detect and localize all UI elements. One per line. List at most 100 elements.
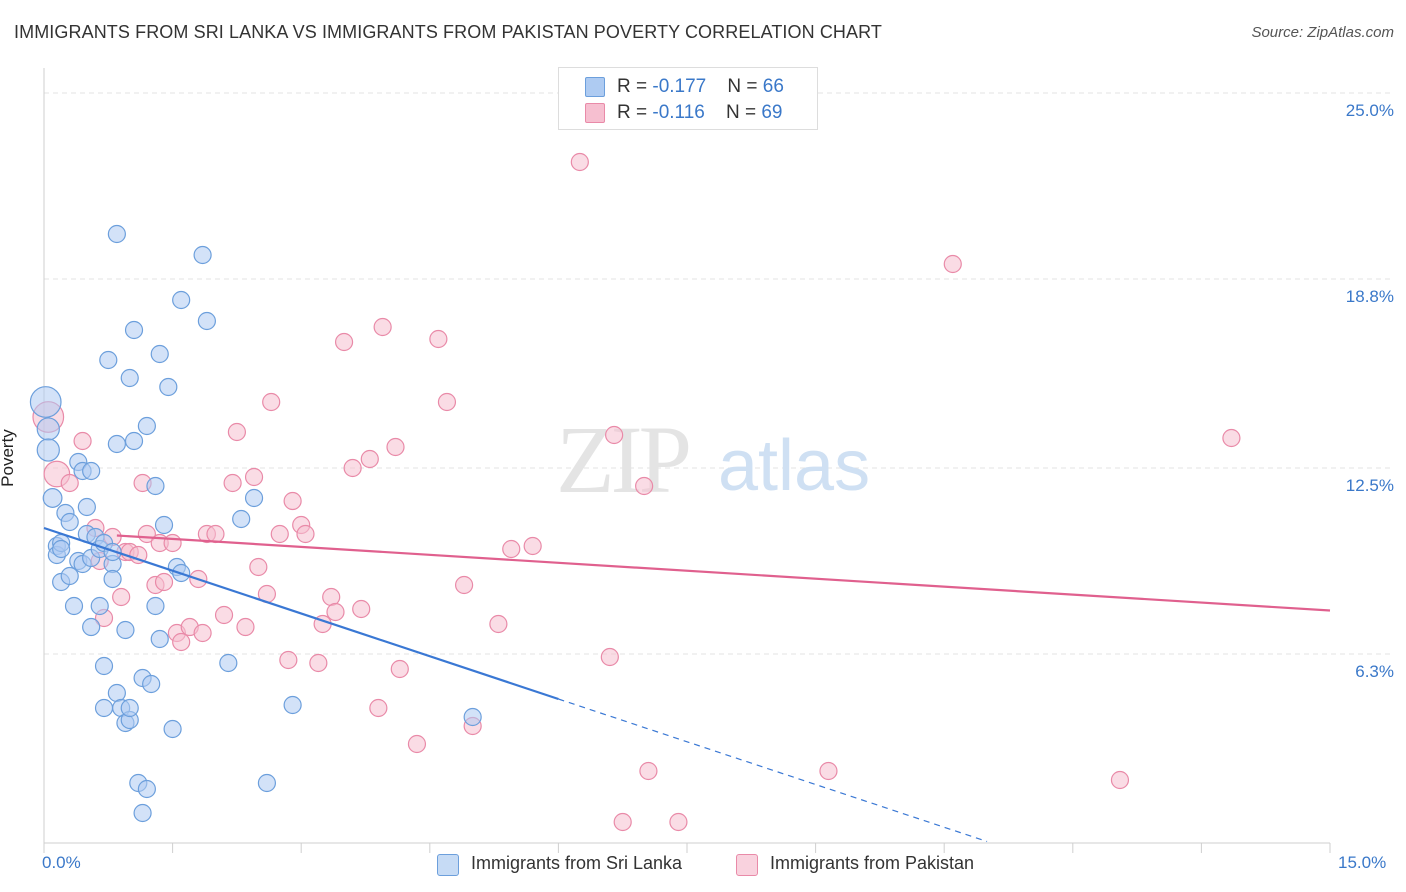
grid-lines xyxy=(44,92,1392,655)
y-tick-label-2: 18.8% xyxy=(1345,287,1394,306)
sri-lanka-point-17 xyxy=(77,497,96,517)
sri-lanka-trend-line xyxy=(43,526,559,701)
pakistan-point-59 xyxy=(600,647,619,667)
pakistan-point-61 xyxy=(613,812,632,832)
sri-lanka-point-33 xyxy=(107,683,126,703)
pakistan-point-41 xyxy=(326,602,345,622)
watermark: ZIP atlas xyxy=(556,406,870,513)
legend-label-pakistan: Immigrants from Pakistan xyxy=(770,853,975,873)
pakistan-point-16 xyxy=(154,572,174,592)
pakistan-point-37 xyxy=(296,524,315,544)
sri-lanka-point-51 xyxy=(150,344,169,364)
legend-label-sri-lanka: Immigrants from Sri Lanka xyxy=(471,853,683,873)
sri-lanka-point-12 xyxy=(64,596,84,616)
pakistan-point-44 xyxy=(352,599,371,619)
sri-lanka-point-41 xyxy=(124,320,144,340)
pakistan-point-58 xyxy=(570,152,589,172)
sri-lanka-point-45 xyxy=(137,779,156,799)
pakistan-point-34 xyxy=(279,650,298,670)
sri-lanka-point-28 xyxy=(99,350,118,370)
legend-swatch-sri-lanka xyxy=(585,77,605,97)
chart-title: IMMIGRANTS FROM SRI LANKA VS IMMIGRANTS … xyxy=(14,22,883,42)
sri-lanka-point-57 xyxy=(172,290,191,310)
sri-lanka-point-32 xyxy=(107,434,126,454)
pakistan-point-27 xyxy=(227,422,246,442)
correlation-legend: R = -0.177 N = 66 R = -0.116 N = 69 xyxy=(558,67,818,130)
r-label: R = xyxy=(617,76,653,97)
sri-lanka-point-65 xyxy=(463,707,482,727)
sri-lanka-point-53 xyxy=(159,377,178,397)
pakistan-trend-line xyxy=(116,534,1331,612)
pakistan-point-63 xyxy=(639,761,658,781)
n-value-sri-lanka: 66 xyxy=(762,76,784,97)
y-tick-label-1: 12.5% xyxy=(1345,476,1394,495)
sri-lanka-point-23 xyxy=(90,596,109,616)
pakistan-point-17 xyxy=(163,533,182,553)
legend-swatch-pakistan xyxy=(585,103,605,123)
pakistan-point-33 xyxy=(270,524,289,544)
sri-lanka-point-27 xyxy=(94,698,114,718)
sri-lanka-point-10 xyxy=(60,566,79,586)
y-tick-label-0: 6.3% xyxy=(1355,662,1394,681)
pakistan-point-8 xyxy=(112,587,131,607)
pakistan-point-19 xyxy=(172,632,191,652)
sri-lanka-point-47 xyxy=(142,674,161,694)
pakistan-point-11 xyxy=(129,545,148,565)
sri-lanka-point-58 xyxy=(193,245,212,265)
pakistan-point-62 xyxy=(635,476,654,496)
r-value-sri-lanka: -0.177 xyxy=(652,76,707,97)
pakistan-point-35 xyxy=(283,491,302,511)
pakistan-point-40 xyxy=(322,587,341,607)
sri-lanka-point-35 xyxy=(116,620,135,640)
sri-lanka-point-20 xyxy=(82,461,101,481)
pakistan-point-43 xyxy=(343,458,362,478)
pakistan-point-2 xyxy=(60,473,79,493)
source-credit: Source: ZipAtlas.com xyxy=(1251,24,1394,41)
sri-lanka-point-54 xyxy=(163,719,182,739)
pakistan-point-49 xyxy=(390,659,409,679)
n-value-pakistan: 69 xyxy=(761,102,783,123)
pakistan-point-47 xyxy=(373,317,392,337)
pakistan-point-64 xyxy=(669,812,688,832)
sri-lanka-point-7 xyxy=(52,539,71,559)
pakistan-point-42 xyxy=(334,332,354,352)
pakistan-point-65 xyxy=(819,761,838,781)
pakistan-point-38 xyxy=(309,653,328,673)
watermark-zip: ZIP xyxy=(556,406,689,513)
pakistan-point-30 xyxy=(249,557,268,577)
pakistan-point-66 xyxy=(943,254,962,274)
sri-lanka-point-1 xyxy=(36,417,60,441)
r-value-pakistan: -0.116 xyxy=(652,102,705,123)
sri-lanka-point-39 xyxy=(120,368,139,388)
sri-lanka-point-31 xyxy=(103,569,122,589)
y-tick-label-3: 25.0% xyxy=(1345,101,1394,120)
y-axis-label: Poverty xyxy=(0,429,17,487)
watermark-atlas: atlas xyxy=(718,426,870,506)
pakistan-point-53 xyxy=(454,575,474,595)
sri-lanka-point-11 xyxy=(60,512,79,532)
legend-swatch-sri-lanka xyxy=(437,854,459,876)
sri-lanka-point-52 xyxy=(154,515,174,535)
sri-lanka-point-21 xyxy=(82,617,101,637)
sri-lanka-point-3 xyxy=(42,488,63,508)
pakistan-point-28 xyxy=(236,617,255,637)
pakistan-point-48 xyxy=(386,437,405,457)
sri-lanka-point-61 xyxy=(232,509,251,529)
pakistan-point-67 xyxy=(1110,770,1130,790)
legend-text-pakistan: R = -0.116 N = 69 xyxy=(617,102,782,124)
sri-lanka-point-63 xyxy=(257,773,277,793)
r-label: R = xyxy=(617,102,653,123)
n-label: N = xyxy=(727,76,763,97)
x-tick-label-min: 0.0% xyxy=(42,853,81,872)
pakistan-point-32 xyxy=(262,392,281,412)
sri-lanka-point-26 xyxy=(94,656,114,676)
sri-lanka-point-64 xyxy=(283,695,302,715)
sri-lanka-point-49 xyxy=(146,476,165,496)
sri-lanka-trend-extension xyxy=(558,698,988,843)
pakistan-point-52 xyxy=(437,392,457,412)
sri-lanka-point-59 xyxy=(197,311,216,331)
sri-lanka-point-43 xyxy=(133,803,152,823)
sri-lanka-point-60 xyxy=(219,653,238,673)
x-tick-label-max: 15.0% xyxy=(1338,853,1387,872)
